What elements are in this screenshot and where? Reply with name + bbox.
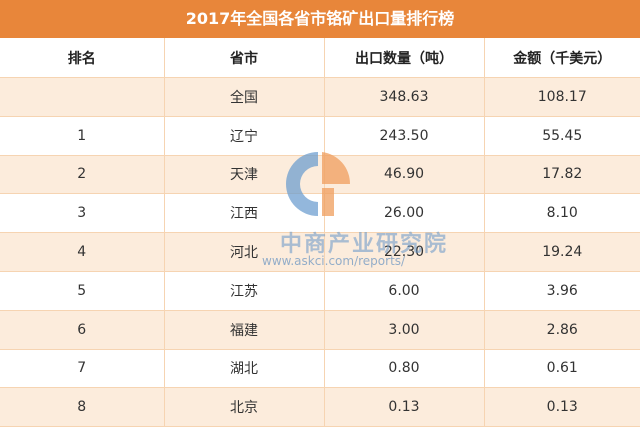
cell-region: 河北	[163, 232, 324, 272]
cell-rank	[0, 77, 164, 117]
watermark-logo-icon	[286, 152, 351, 216]
cell-region: 辽宁	[163, 116, 324, 156]
cell-region: 福建	[163, 310, 324, 350]
cell-amount: 8.10	[483, 193, 640, 233]
cell-rank: 3	[0, 193, 164, 233]
header-row: 排名 省市 出口数量（吨） 金额（千美元）	[0, 38, 640, 78]
table-row: 7 湖北 0.80 0.61	[0, 349, 640, 388]
header-region: 省市	[163, 38, 324, 78]
cell-region: 湖北	[163, 349, 324, 388]
cell-quantity: 243.50	[323, 116, 484, 156]
table-row: 4 河北 22.30 19.24	[0, 232, 640, 272]
cell-rank: 5	[0, 271, 164, 311]
cell-amount: 55.45	[483, 116, 640, 156]
cell-quantity: 6.00	[323, 271, 484, 311]
cell-quantity: 0.13	[323, 387, 484, 427]
table-row: 1 辽宁 243.50 55.45	[0, 116, 640, 156]
cell-rank: 2	[0, 155, 164, 194]
cell-rank: 7	[0, 349, 164, 388]
header-quantity: 出口数量（吨）	[323, 38, 484, 78]
cell-quantity: 46.90	[323, 155, 484, 194]
cell-rank: 1	[0, 116, 164, 156]
cell-amount: 0.61	[483, 349, 640, 388]
cell-amount: 17.82	[483, 155, 640, 194]
table-row: 3 江西 26.00 8.10	[0, 193, 640, 233]
watermark-url: www.askci.com/reports/	[262, 254, 406, 268]
cell-quantity: 26.00	[323, 193, 484, 233]
watermark-name: 中商产业研究院	[280, 232, 449, 257]
cell-amount: 3.96	[483, 271, 640, 311]
header-amount: 金额（千美元）	[483, 38, 640, 78]
table-row: 8 北京 0.13 0.13	[0, 387, 640, 427]
cell-amount: 0.13	[483, 387, 640, 427]
table-title: 2017年全国各省市铬矿出口量排行榜	[0, 0, 640, 38]
cell-amount: 2.86	[483, 310, 640, 350]
cell-quantity: 3.00	[323, 310, 484, 350]
cell-region: 江苏	[163, 271, 324, 311]
cell-rank: 8	[0, 387, 164, 427]
cell-region: 全国	[163, 77, 324, 117]
cell-region: 江西	[163, 193, 324, 233]
cell-quantity: 0.80	[323, 349, 484, 388]
table-row: 全国 348.63 108.17	[0, 77, 640, 117]
cell-quantity: 348.63	[323, 77, 484, 117]
cell-quantity: 22.30	[323, 232, 484, 272]
cell-rank: 4	[0, 232, 164, 272]
cell-region: 北京	[163, 387, 324, 427]
table-row: 6 福建 3.00 2.86	[0, 310, 640, 350]
cell-amount: 108.17	[483, 77, 640, 117]
header-rank: 排名	[0, 38, 164, 78]
table-row: 5 江苏 6.00 3.96	[0, 271, 640, 311]
cell-amount: 19.24	[483, 232, 640, 272]
cell-rank: 6	[0, 310, 164, 350]
